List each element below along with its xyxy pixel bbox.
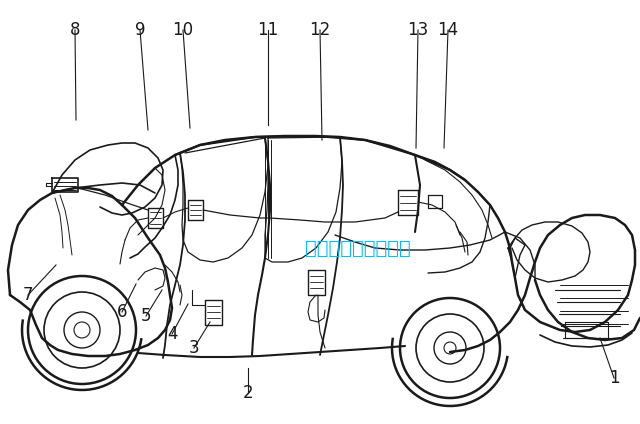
Text: 6: 6 [116,303,127,321]
Text: 4: 4 [167,325,177,343]
Text: 11: 11 [257,21,278,39]
Text: 9: 9 [135,21,145,39]
Text: 汽车维修技术与知识: 汽车维修技术与知识 [305,238,411,257]
Text: 12: 12 [309,21,331,39]
Text: 10: 10 [172,21,193,39]
Text: 14: 14 [437,21,459,39]
Text: 13: 13 [408,21,429,39]
Text: 7: 7 [23,286,33,304]
Text: 3: 3 [189,339,199,357]
Text: 5: 5 [141,307,151,325]
Text: 2: 2 [243,384,253,402]
Text: 8: 8 [70,21,80,39]
Text: 1: 1 [609,369,620,387]
